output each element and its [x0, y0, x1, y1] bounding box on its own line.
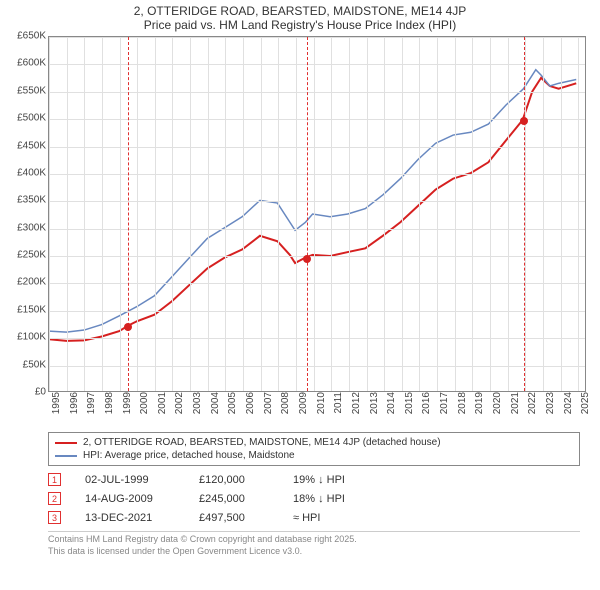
footer-line2: This data is licensed under the Open Gov… — [48, 546, 580, 558]
footer-line1: Contains HM Land Registry data © Crown c… — [48, 534, 580, 546]
y-tick-label: £450K — [17, 140, 46, 151]
x-tick-label: 2002 — [174, 392, 185, 414]
y-tick-label: £300K — [17, 222, 46, 233]
sale-row-delta: ≈ HPI — [293, 512, 320, 524]
x-tick-label: 1996 — [69, 392, 80, 414]
x-tick-label: 1997 — [86, 392, 97, 414]
y-tick-label: £500K — [17, 113, 46, 124]
chart-area: £0 £50K £100K £150K £200K £250K £300K £350K £400… — [8, 36, 592, 426]
x-tick-label: 2005 — [227, 392, 238, 414]
y-tick-label: £50K — [23, 359, 46, 370]
x-axis-labels: 1995 1996 1997 1998 1999 2000 2001 2002 2003 2004… — [48, 392, 586, 426]
x-tick-label: 2023 — [545, 392, 556, 414]
sale-marker-line — [128, 37, 129, 391]
x-tick-label: 2015 — [404, 392, 415, 414]
x-tick-label: 2019 — [474, 392, 485, 414]
sale-marker-dot — [124, 323, 132, 331]
sale-marker-dot — [303, 255, 311, 263]
legend-swatch — [55, 455, 77, 457]
sale-row: 2 14-AUG-2009 £245,000 18% ↓ HPI — [48, 489, 580, 508]
y-tick-label: £150K — [17, 304, 46, 315]
x-tick-label: 2018 — [457, 392, 468, 414]
chart-title-subtitle: Price paid vs. HM Land Registry's House … — [0, 18, 600, 36]
y-tick-label: £0 — [35, 387, 46, 398]
sale-row: 3 13-DEC-2021 £497,500 ≈ HPI — [48, 508, 580, 527]
x-tick-label: 2016 — [421, 392, 432, 414]
x-tick-label: 2004 — [210, 392, 221, 414]
sale-row-date: 14-AUG-2009 — [85, 493, 175, 505]
sale-row-number: 1 — [48, 473, 61, 486]
sale-row-number: 2 — [48, 492, 61, 505]
x-tick-label: 2003 — [192, 392, 203, 414]
legend-label: 2, OTTERIDGE ROAD, BEARSTED, MAIDSTONE, … — [83, 437, 441, 448]
sale-row-number: 3 — [48, 511, 61, 524]
sale-row-price: £120,000 — [199, 474, 269, 486]
x-tick-label: 2017 — [439, 392, 450, 414]
sale-marker-dot — [520, 117, 528, 125]
plot-region: 123 — [48, 36, 586, 392]
legend-item: 2, OTTERIDGE ROAD, BEARSTED, MAIDSTONE, … — [55, 436, 573, 449]
y-tick-label: £350K — [17, 195, 46, 206]
legend-label: HPI: Average price, detached house, Maid… — [83, 450, 295, 461]
y-tick-label: £200K — [17, 277, 46, 288]
x-tick-label: 1999 — [122, 392, 133, 414]
sale-row-date: 02-JUL-1999 — [85, 474, 175, 486]
y-tick-label: £100K — [17, 332, 46, 343]
x-tick-label: 2025 — [580, 392, 591, 414]
x-tick-label: 2021 — [510, 392, 521, 414]
sale-row: 1 02-JUL-1999 £120,000 19% ↓ HPI — [48, 470, 580, 489]
sale-marker-line — [307, 37, 308, 391]
y-tick-label: £600K — [17, 58, 46, 69]
sale-marker-line — [524, 37, 525, 391]
y-tick-label: £250K — [17, 250, 46, 261]
chart-title-address: 2, OTTERIDGE ROAD, BEARSTED, MAIDSTONE, … — [0, 0, 600, 18]
x-tick-label: 1995 — [51, 392, 62, 414]
sales-table: 1 02-JUL-1999 £120,000 19% ↓ HPI 2 14-AUG-200… — [48, 470, 580, 527]
y-tick-label: £400K — [17, 167, 46, 178]
x-tick-label: 2013 — [369, 392, 380, 414]
x-tick-label: 2020 — [492, 392, 503, 414]
legend-item: HPI: Average price, detached house, Maid… — [55, 449, 573, 462]
sale-row-price: £245,000 — [199, 493, 269, 505]
chart-container: 2, OTTERIDGE ROAD, BEARSTED, MAIDSTONE, … — [0, 0, 600, 590]
sale-row-date: 13-DEC-2021 — [85, 512, 175, 524]
x-tick-label: 2006 — [245, 392, 256, 414]
y-tick-label: £550K — [17, 85, 46, 96]
legend: 2, OTTERIDGE ROAD, BEARSTED, MAIDSTONE, … — [48, 432, 580, 466]
x-tick-label: 2000 — [139, 392, 150, 414]
sale-row-price: £497,500 — [199, 512, 269, 524]
x-tick-label: 2022 — [527, 392, 538, 414]
x-tick-label: 2010 — [316, 392, 327, 414]
legend-swatch — [55, 442, 77, 444]
x-tick-label: 2012 — [351, 392, 362, 414]
x-tick-label: 2007 — [263, 392, 274, 414]
x-tick-label: 1998 — [104, 392, 115, 414]
x-tick-label: 2011 — [333, 392, 344, 414]
footer-attribution: Contains HM Land Registry data © Crown c… — [48, 531, 580, 557]
y-tick-label: £650K — [17, 31, 46, 42]
x-tick-label: 2014 — [386, 392, 397, 414]
sale-row-delta: 19% ↓ HPI — [293, 474, 345, 486]
x-tick-label: 2009 — [298, 392, 309, 414]
x-tick-label: 2001 — [157, 392, 168, 414]
sale-row-delta: 18% ↓ HPI — [293, 493, 345, 505]
y-axis-labels: £0£50K£100K£150K£200K£250K£300K£350K£400… — [8, 36, 48, 392]
x-tick-label: 2024 — [563, 392, 574, 414]
x-tick-label: 2008 — [280, 392, 291, 414]
